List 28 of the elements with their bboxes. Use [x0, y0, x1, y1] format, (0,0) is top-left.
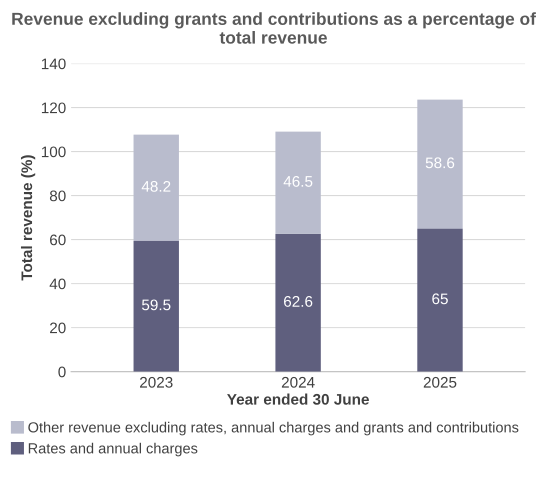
data-label: 59.5	[142, 299, 170, 310]
y-tick-label: 40	[50, 278, 66, 290]
y-tick-label: 20	[50, 322, 66, 334]
legend-label: Rates and annual charges	[28, 442, 198, 456]
x-tick-label: 2025	[424, 376, 456, 388]
y-tick-label: 80	[50, 190, 66, 202]
y-axis-title: Total revenue (%)	[20, 155, 36, 281]
x-tick-label: 2023	[140, 376, 173, 388]
y-tick-label: 0	[58, 366, 66, 378]
bar	[134, 134, 179, 241]
bar	[134, 240, 179, 372]
y-tick-label: 100	[42, 146, 66, 158]
x-tick-label: 2024	[282, 376, 315, 388]
chart-title: Revenue excluding grants and contributions as a percentage of total revenue	[12, 12, 536, 44]
bar	[417, 228, 463, 372]
legend-label: Other revenue excluding rates, annual charges and grants and contributions	[28, 422, 518, 436]
data-label: 62.6	[284, 296, 312, 307]
data-label: 58.6	[426, 157, 454, 168]
data-label: 46.5	[284, 176, 312, 187]
y-tick-label: 60	[50, 234, 66, 246]
bar	[275, 132, 321, 234]
data-label: 48.2	[142, 180, 170, 192]
x-axis-title: Year ended 30 June	[227, 394, 369, 405]
y-tick-label: 140	[42, 58, 66, 70]
data-label: 65	[432, 293, 448, 304]
y-tick-label: 120	[42, 102, 66, 114]
bar	[417, 100, 463, 229]
bar	[275, 234, 321, 372]
